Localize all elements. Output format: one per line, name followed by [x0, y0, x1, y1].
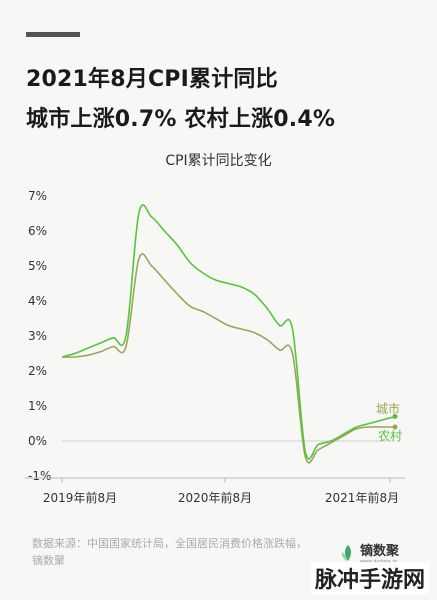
x-tick-label: 2021年前8月: [325, 490, 399, 505]
series-label-rural: 农村: [378, 429, 402, 443]
series-end-point: [392, 414, 398, 419]
x-tick-label: 2019年前8月: [43, 490, 117, 505]
series-end-point: [392, 424, 398, 430]
y-tick-label: 6%: [28, 224, 47, 238]
y-tick-label: 5%: [28, 259, 47, 273]
series-label-city: 城市: [376, 401, 400, 416]
headline-line-2: 城市上涨0.7% 农村上涨0.4%: [26, 107, 336, 132]
x-tick-label: 2020年前8月: [178, 490, 252, 505]
leaf-logo-icon: [340, 544, 356, 562]
y-tick-label: 4%: [28, 294, 47, 308]
series-line-city: [61, 204, 396, 460]
top-accent-bar: [26, 32, 80, 37]
y-tick-label: 1%: [28, 399, 47, 413]
headline-line-1: 2021年8月CPI累计同比: [26, 67, 278, 92]
series-line-rural: [61, 253, 395, 464]
y-tick-label: -1%: [28, 469, 51, 483]
y-tick-label: 2%: [28, 364, 47, 378]
chart-title: CPI累计同比变化: [165, 153, 272, 169]
y-tick-label: 7%: [28, 189, 47, 203]
watermark-text: 脉冲手游网: [310, 562, 429, 594]
data-source-note: 数据来源：中国国家统计局，全国居民消费价格涨跌幅，镝数聚: [32, 537, 307, 567]
y-tick-label: 0%: [28, 434, 47, 448]
logo-name: 镝数聚: [360, 544, 400, 559]
y-tick-label: 3%: [28, 329, 47, 343]
